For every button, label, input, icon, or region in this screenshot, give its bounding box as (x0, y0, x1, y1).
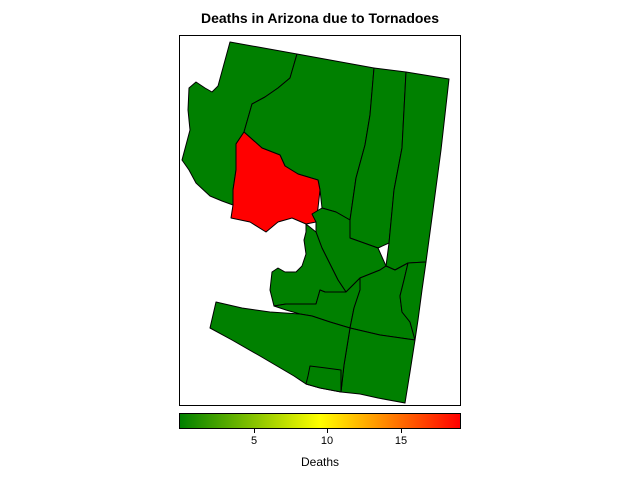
county-cochise (340, 327, 416, 404)
legend-tick (254, 429, 255, 433)
legend-tick (327, 429, 328, 433)
legend-tick-label: 15 (394, 435, 408, 447)
arizona-map (179, 35, 461, 406)
legend-tick-label: 5 (250, 435, 258, 447)
map-title: Deaths in Arizona due to Tornadoes (200, 10, 440, 26)
legend-tick (401, 429, 402, 433)
county-yavapai (230, 131, 321, 233)
county-santa-cruz (305, 365, 342, 393)
color-ramp-legend (179, 413, 461, 429)
legend-tick-label: 10 (320, 435, 334, 447)
county-greenlee (399, 261, 427, 341)
legend-label: Deaths (300, 455, 340, 469)
